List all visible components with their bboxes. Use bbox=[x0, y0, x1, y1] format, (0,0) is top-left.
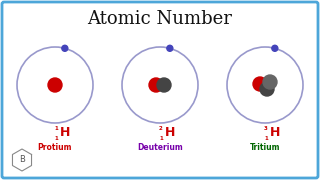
Circle shape bbox=[263, 75, 277, 89]
Circle shape bbox=[272, 45, 278, 51]
FancyBboxPatch shape bbox=[2, 2, 318, 178]
Text: 1: 1 bbox=[54, 125, 58, 130]
Circle shape bbox=[149, 78, 163, 92]
Text: Tritium: Tritium bbox=[250, 143, 280, 152]
Text: Protium: Protium bbox=[38, 143, 72, 152]
Text: B: B bbox=[19, 156, 25, 165]
Text: 1: 1 bbox=[264, 136, 268, 141]
Circle shape bbox=[157, 78, 171, 92]
Circle shape bbox=[260, 82, 274, 96]
Circle shape bbox=[62, 45, 68, 51]
Text: 1: 1 bbox=[54, 136, 58, 141]
Text: 1: 1 bbox=[159, 136, 163, 141]
Text: 3: 3 bbox=[264, 125, 268, 130]
Circle shape bbox=[253, 77, 267, 91]
Text: H: H bbox=[270, 127, 280, 140]
Circle shape bbox=[167, 45, 173, 51]
Circle shape bbox=[48, 78, 62, 92]
Text: Atomic Number: Atomic Number bbox=[88, 10, 232, 28]
Text: 2: 2 bbox=[159, 125, 163, 130]
Text: H: H bbox=[165, 127, 175, 140]
Text: H: H bbox=[60, 127, 70, 140]
Text: Deuterium: Deuterium bbox=[137, 143, 183, 152]
